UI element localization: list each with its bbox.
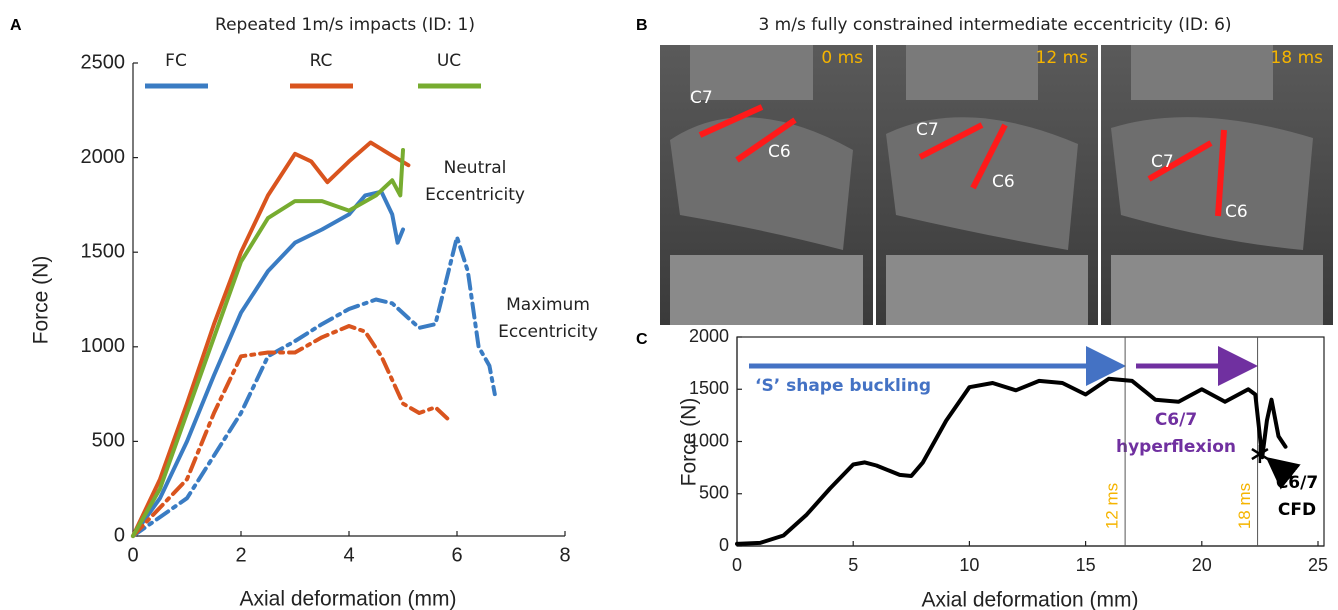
y-tick-label: 0 (719, 535, 729, 555)
y-tick-label: 1500 (81, 240, 126, 262)
y-tick-label: 500 (92, 430, 125, 452)
frame-time: 0 ms (821, 48, 863, 68)
x-tick-label: 2 (235, 544, 246, 566)
y-tick-label: 1000 (81, 335, 126, 357)
x-tick-label: 0 (732, 555, 742, 575)
panel-label: C (636, 331, 648, 348)
annotation: Eccentricity (498, 322, 598, 342)
vertebra-line (1215, 129, 1227, 217)
data-line (131, 148, 405, 538)
y-axis-label: Force (N) (30, 256, 53, 345)
fixture (670, 255, 863, 325)
panel-label: B (636, 17, 648, 34)
legend-label: FC (165, 51, 187, 71)
x-tick-label: 4 (343, 544, 354, 566)
y-tick-label: 2500 (81, 51, 126, 73)
legend-label: UC (437, 51, 461, 71)
x-tick-label: 10 (959, 555, 979, 575)
failure-marker (1251, 445, 1269, 464)
x-tick-label: 20 (1192, 555, 1212, 575)
specimen (1111, 117, 1313, 250)
x-tick-label: 15 (1076, 555, 1096, 575)
event-label: 18 ms (1235, 483, 1254, 529)
x-tick-label: 0 (127, 544, 138, 566)
vertebra-line (918, 122, 984, 160)
annotation: ‘S’ shape buckling (755, 376, 931, 396)
legend-label: RC (310, 51, 333, 71)
arrow (1265, 457, 1301, 490)
y-tick-label: 0 (114, 524, 125, 546)
vertebra-line (1147, 140, 1213, 182)
data-line (131, 324, 454, 538)
x-tick-label: 25 (1308, 555, 1328, 575)
frame-time: 18 ms (1271, 48, 1324, 68)
y-axis-label: Force (N) (678, 398, 701, 487)
data-line (131, 189, 405, 538)
vertebra-label: C6 (1225, 202, 1248, 222)
asterisk-stroke (1251, 447, 1269, 461)
y-tick-label: 1000 (689, 430, 729, 450)
vertebra-label: C7 (690, 88, 713, 108)
annotation: C6/7 (1155, 410, 1197, 430)
x-tick-label: 8 (559, 544, 570, 566)
photo-frames: C7 C6 0 ms C7 C6 12 ms C7 C6 18 ms (660, 45, 1333, 325)
x-tick-label: 5 (848, 555, 858, 575)
vertebra-label: C6 (992, 172, 1015, 192)
vertebra-label: C7 (916, 120, 939, 140)
annotation: Eccentricity (425, 185, 525, 205)
data-line (131, 140, 411, 538)
y-tick-label: 2000 (689, 326, 729, 346)
panel-title: 3 m/s fully constrained intermediate ecc… (758, 15, 1231, 35)
vertebra-line (698, 104, 764, 138)
y-tick-label: 1500 (689, 378, 729, 398)
y-tick-label: 500 (699, 483, 729, 503)
y-tick-label: 2000 (81, 146, 126, 168)
vertebra-line (970, 123, 1008, 190)
event-label: 12 ms (1103, 483, 1122, 529)
annotation: CFD (1278, 500, 1316, 520)
fixture (886, 255, 1088, 325)
specimen (670, 117, 853, 250)
annotation: hyperflexion (1116, 437, 1236, 457)
vertebra-line (735, 117, 797, 163)
chart-title: Repeated 1m/s impacts (ID: 1) (215, 15, 475, 35)
x-tick-label: 6 (451, 544, 462, 566)
x-axis-label: Axial deformation (mm) (239, 588, 456, 610)
fixture (1131, 45, 1273, 100)
frame-time: 12 ms (1036, 48, 1089, 68)
vertebra-label: C7 (1151, 152, 1174, 172)
panel-label: A (10, 17, 22, 34)
x-axis-label: Axial deformation (mm) (921, 589, 1138, 610)
annotation: Neutral (444, 158, 507, 178)
annotation: Maximum (506, 295, 590, 315)
vertebra-label: C6 (768, 142, 791, 162)
data-line (735, 376, 1288, 546)
data-line (131, 235, 497, 538)
fixture (1111, 255, 1323, 325)
fixture (690, 45, 813, 100)
fixture (906, 45, 1038, 100)
annotation: C6/7 (1276, 473, 1318, 493)
